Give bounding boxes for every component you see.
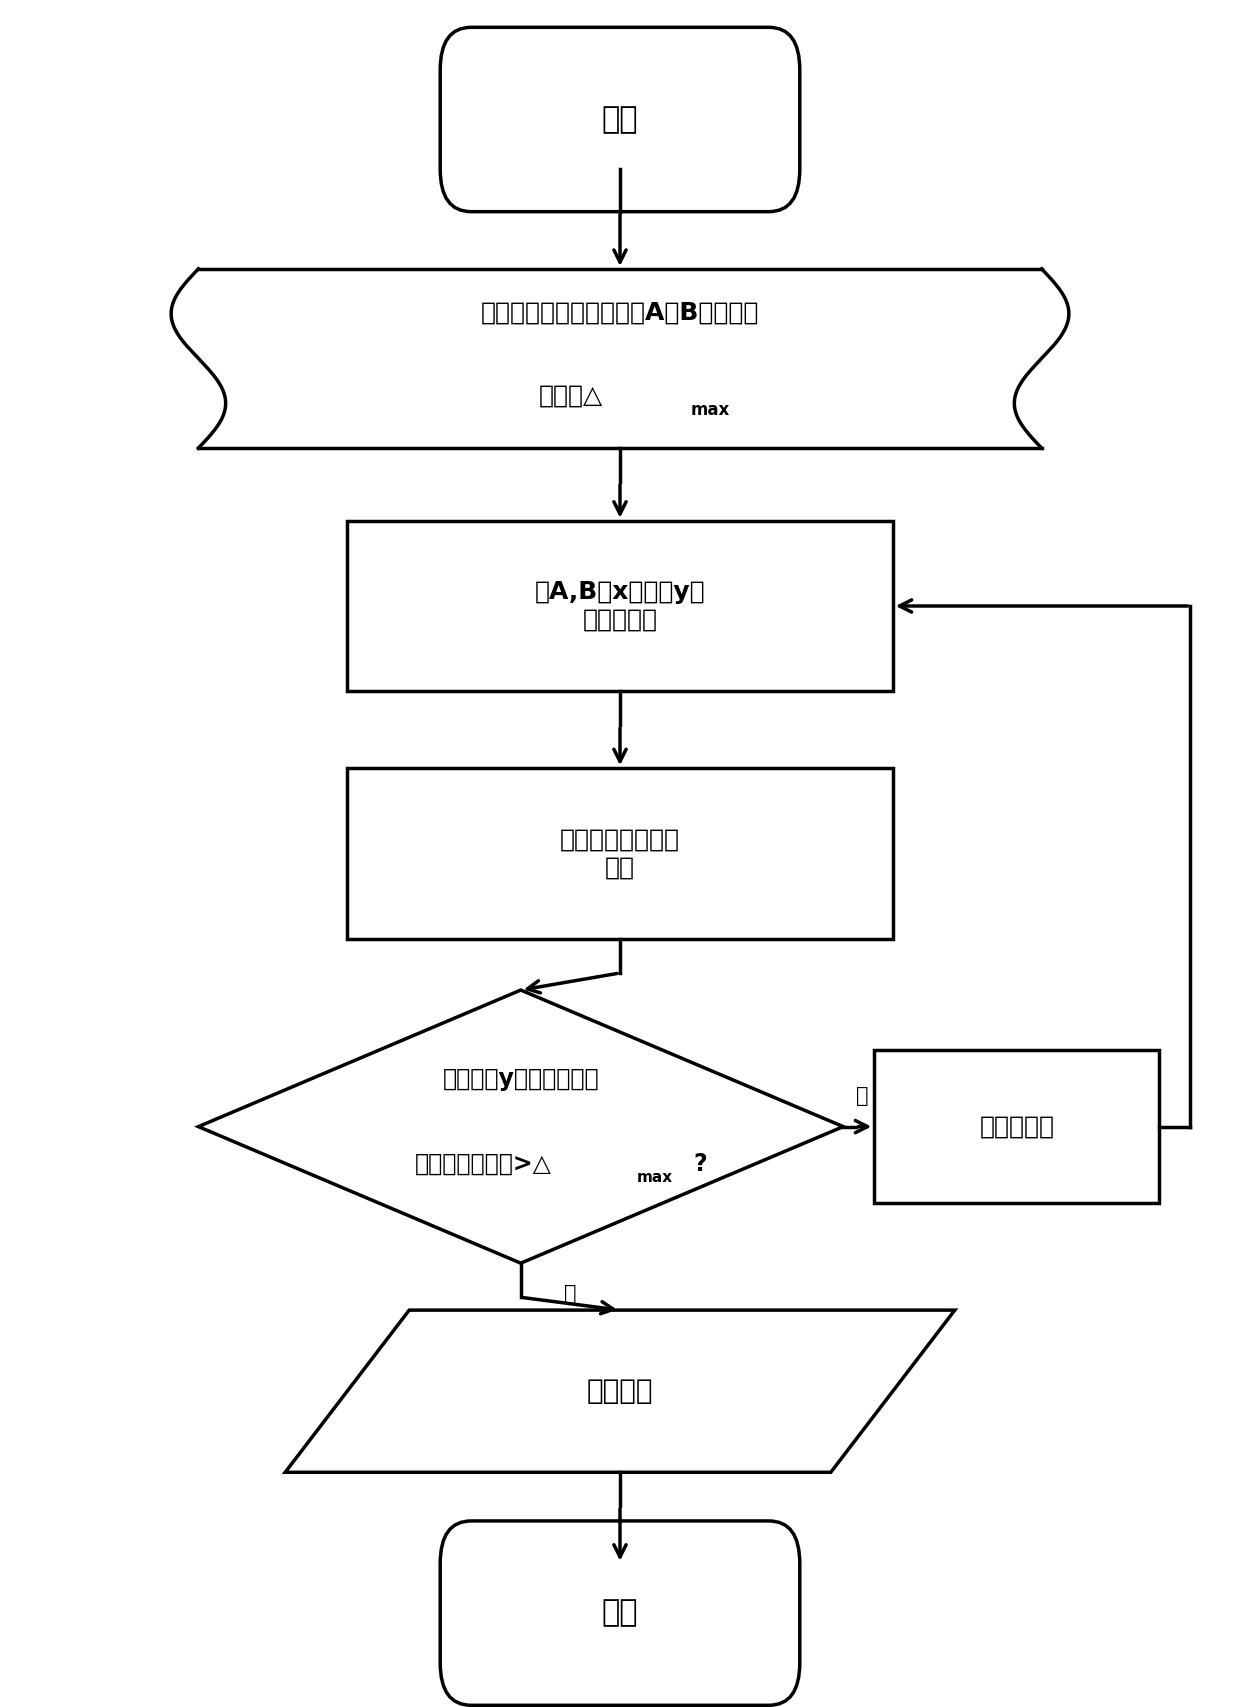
Text: 开始: 开始 (601, 106, 639, 133)
Text: max: max (636, 1171, 673, 1185)
Text: ?: ? (694, 1152, 707, 1176)
Text: 是: 是 (856, 1086, 868, 1106)
Text: 结束: 结束 (601, 1599, 639, 1627)
Text: 求法相量计算角形
变量: 求法相量计算角形 变量 (560, 828, 680, 879)
Text: 对垂直于y轴的每列进行: 对垂直于y轴的每列进行 (443, 1067, 599, 1091)
Bar (347, 768, 893, 939)
Text: max: max (691, 401, 730, 418)
Polygon shape (285, 1311, 955, 1471)
Text: 输出结果: 输出结果 (587, 1378, 653, 1405)
Bar (347, 521, 893, 691)
Bar (874, 1050, 1159, 1203)
FancyBboxPatch shape (440, 1521, 800, 1705)
Polygon shape (171, 268, 1069, 447)
Text: 否: 否 (564, 1284, 577, 1304)
Text: 将A,B沿x平面和y平
面进行分块: 将A,B沿x平面和y平 面进行分块 (534, 580, 706, 632)
Text: 许误差△: 许误差△ (538, 384, 603, 408)
FancyBboxPatch shape (440, 27, 800, 212)
Text: 精度校验，误差>△: 精度校验，误差>△ (415, 1152, 552, 1176)
Text: 输入目标曲面和加工曲面A、B，最大允: 输入目标曲面和加工曲面A、B，最大允 (481, 300, 759, 324)
Text: 进一步分割: 进一步分割 (980, 1115, 1054, 1139)
Polygon shape (198, 990, 843, 1263)
